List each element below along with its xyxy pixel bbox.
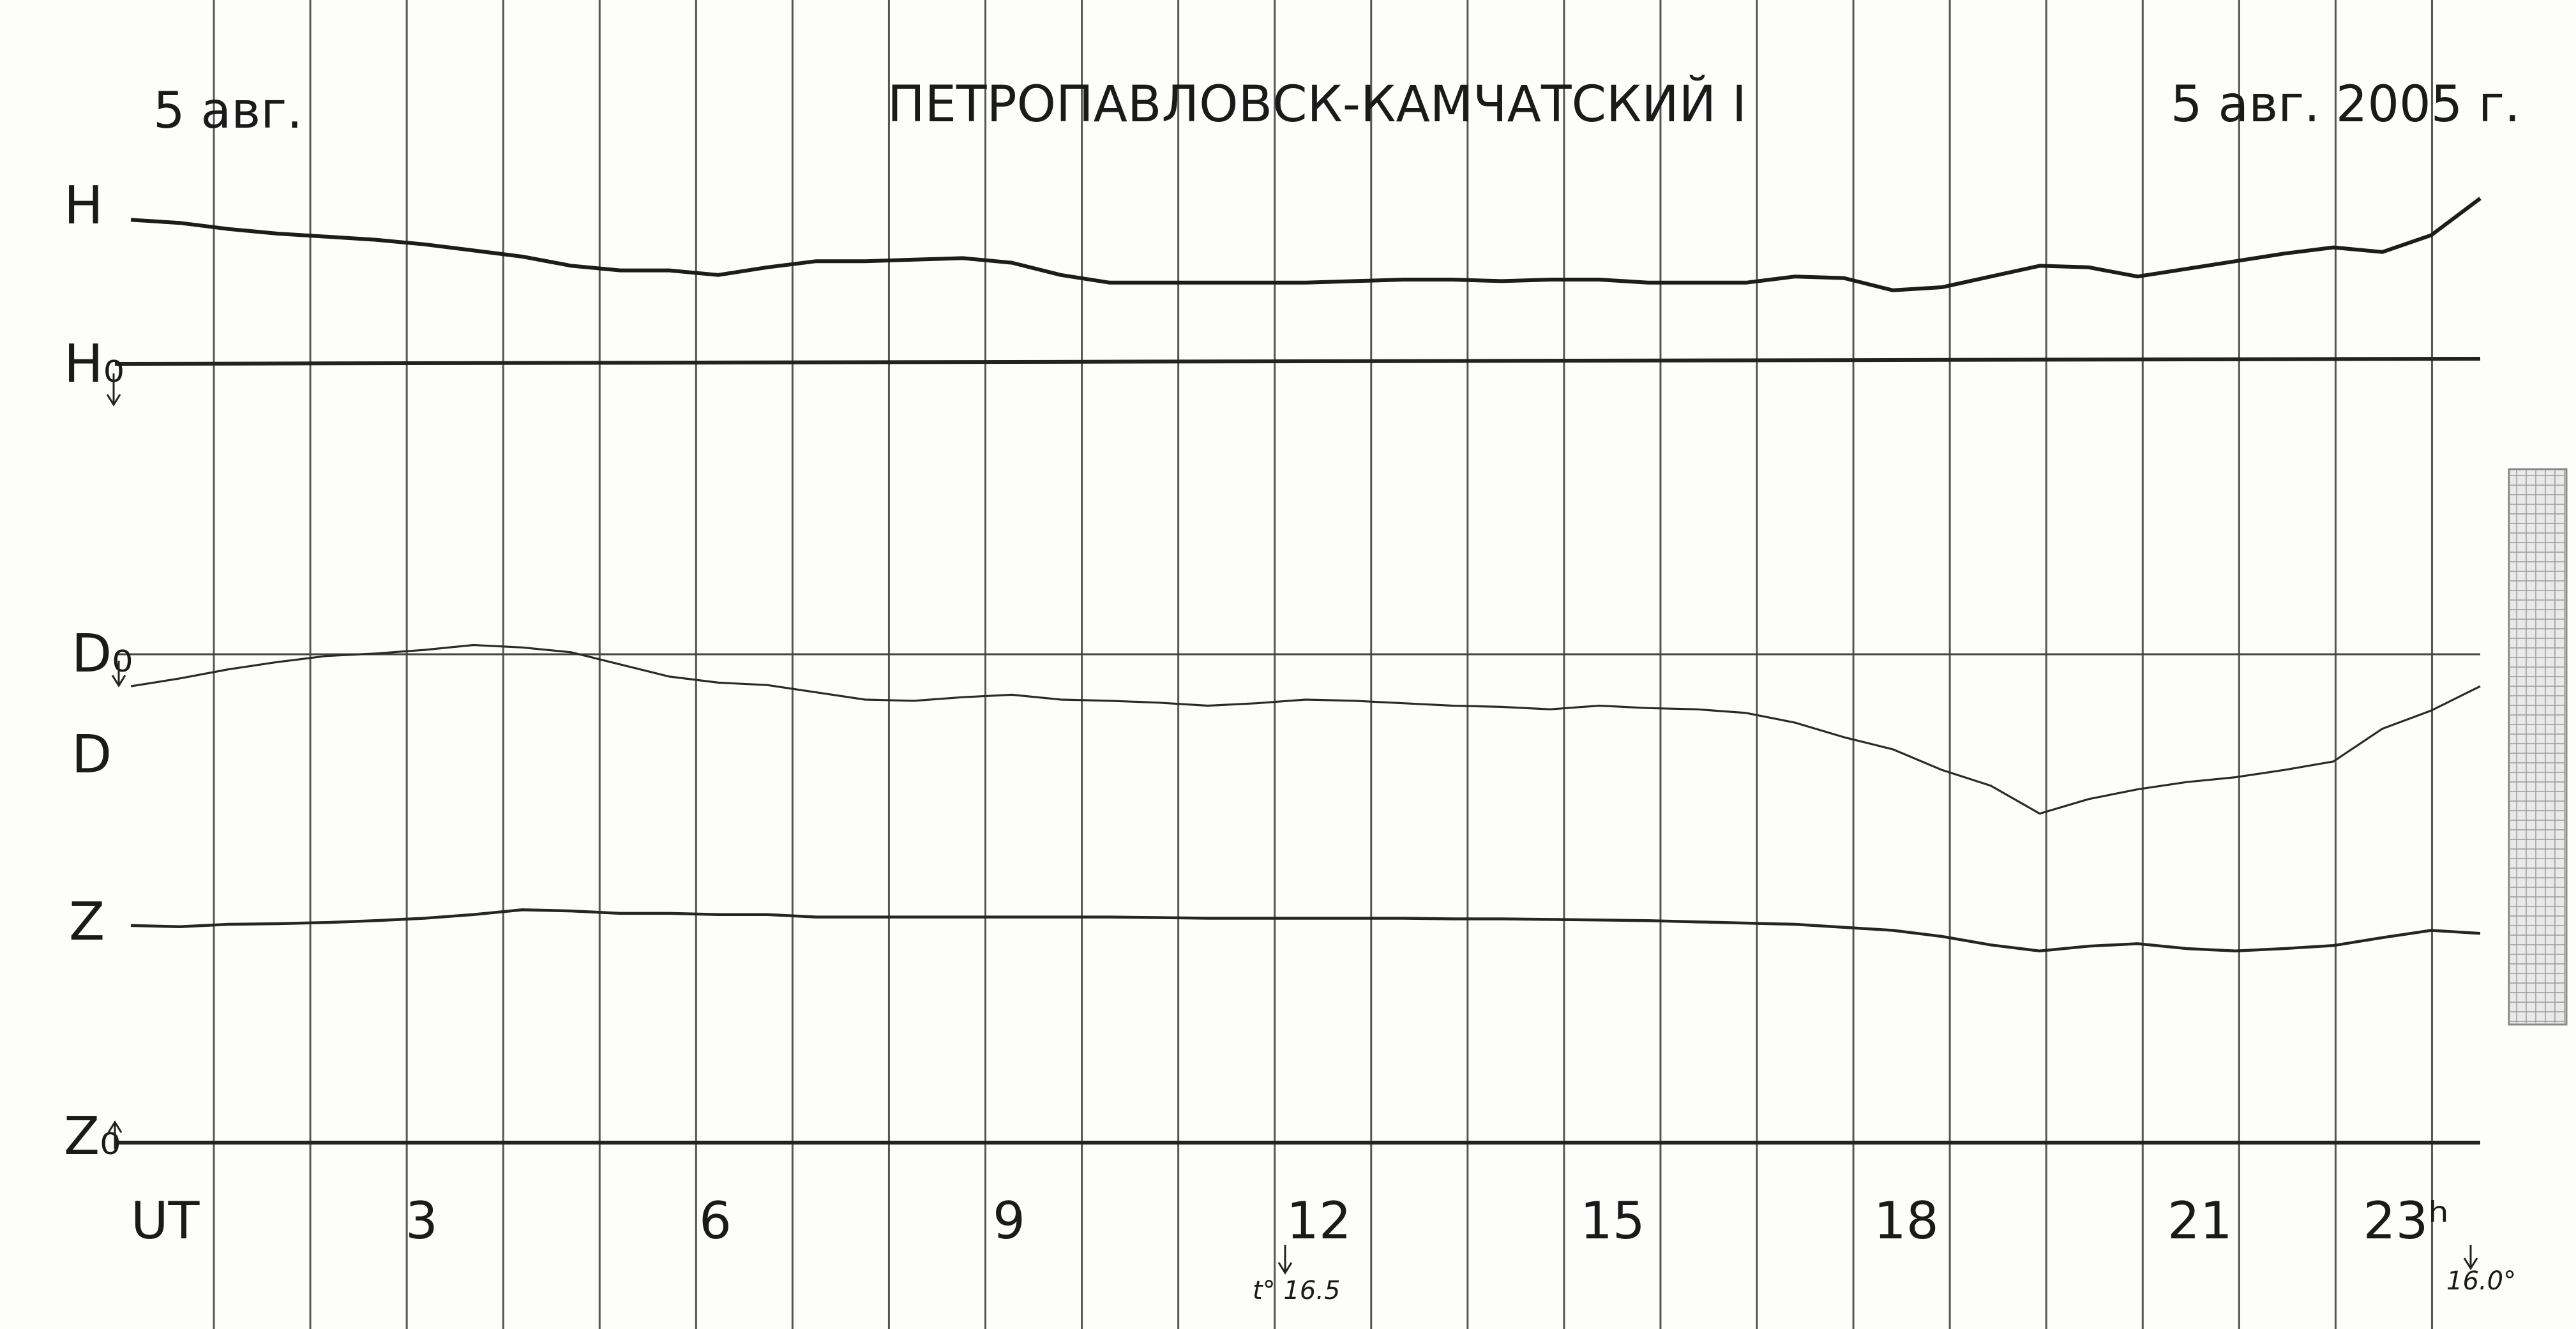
temp-note-mid: t° 16.5 (1253, 1276, 1340, 1305)
h0-down-arrow-icon (106, 373, 121, 407)
x-tick-label: 18 (1874, 1191, 1939, 1250)
axis-ut-label: UT (131, 1191, 200, 1250)
label-h0: H₀ (64, 334, 124, 394)
trace-d (130, 643, 2481, 815)
x-tick-label: 3 (405, 1191, 438, 1250)
label-z: Z (69, 892, 105, 952)
station-title: ПЕТРОПАВЛОВСК-КАМЧАТСКИЙ I (887, 75, 1747, 133)
x-tick-label: 9 (993, 1191, 1025, 1250)
x-tick-label: 21 (2167, 1191, 2233, 1250)
hour-grid (213, 0, 2433, 1329)
graph-paper-strip (2508, 468, 2568, 1026)
x-tick-label: 15 (1580, 1191, 1645, 1250)
trace-z (130, 908, 2481, 953)
x-tick-label: 12 (1286, 1191, 1352, 1250)
temp-mid-arrow-icon (1277, 1245, 1293, 1275)
label-d: D (72, 725, 112, 785)
d0-down-arrow-icon (111, 661, 126, 687)
date-left: 5 авг. (153, 82, 303, 140)
z0-up-arrow-icon (107, 1120, 123, 1149)
trace-h (130, 197, 2482, 292)
x-tick-label: 6 (699, 1191, 732, 1250)
temp-end-arrow-icon (2463, 1245, 2478, 1270)
x-tick-label: 23ʰ (2363, 1191, 2449, 1250)
h0-baseline (114, 357, 2481, 366)
label-h: H (64, 176, 103, 236)
temp-note-end: 16.0° (2446, 1266, 2516, 1296)
x-tick-labels: 3 6 9 12 15 18 21 23ʰ (405, 1191, 2449, 1250)
date-right: 5 авг. 2005 г. (2171, 76, 2520, 133)
label-d0: D₀ (72, 624, 133, 684)
label-z0: Z₀ (64, 1106, 121, 1167)
